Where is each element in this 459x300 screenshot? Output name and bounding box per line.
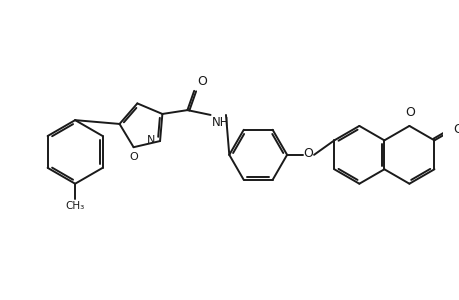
Text: O: O <box>303 147 313 161</box>
Text: O: O <box>129 152 138 162</box>
Text: O: O <box>452 123 459 136</box>
Text: N: N <box>146 135 155 145</box>
Text: CH₃: CH₃ <box>65 201 84 211</box>
Text: NH: NH <box>211 116 229 129</box>
Text: O: O <box>404 106 414 119</box>
Text: O: O <box>196 75 207 88</box>
